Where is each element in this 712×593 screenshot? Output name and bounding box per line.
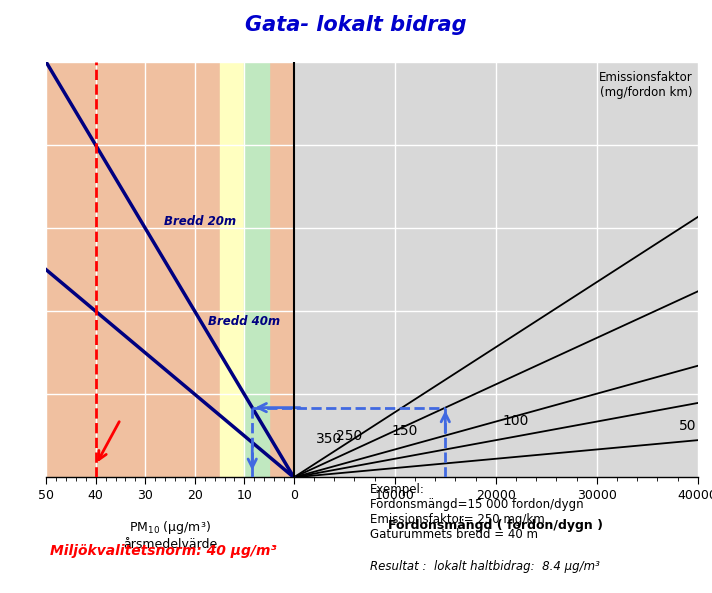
Text: Fordonsmängd ( fordon/dygn ): Fordonsmängd ( fordon/dygn ) xyxy=(388,519,603,532)
Text: Resultat :  lokalt haltbidrag:  8.4 μg/m³: Resultat : lokalt haltbidrag: 8.4 μg/m³ xyxy=(370,560,600,573)
Text: 100: 100 xyxy=(503,414,529,428)
Bar xyxy=(244,62,269,477)
Text: 150: 150 xyxy=(392,425,418,438)
Text: 250: 250 xyxy=(336,429,362,444)
Text: 350: 350 xyxy=(316,432,342,447)
Text: Exempel:
Fordonsmängd=15 000 fordon/dygn
Emissionsfaktor= 250 mg/km
Gaturummets : Exempel: Fordonsmängd=15 000 fordon/dygn… xyxy=(370,483,584,541)
Text: Bredd 20m: Bredd 20m xyxy=(164,215,236,228)
Text: PM$_{10}$ (μg/m³)
årsmedelvärde: PM$_{10}$ (μg/m³) årsmedelvärde xyxy=(123,519,217,551)
Text: Bredd 40m: Bredd 40m xyxy=(209,315,281,328)
Text: Emissionsfaktor
(mg/fordon km): Emissionsfaktor (mg/fordon km) xyxy=(599,71,693,98)
Bar xyxy=(294,62,698,477)
Text: 50: 50 xyxy=(679,419,696,433)
Bar xyxy=(46,62,294,477)
Text: Miljökvalitetsnorm: 40 μg/m³: Miljökvalitetsnorm: 40 μg/m³ xyxy=(50,544,276,559)
Bar xyxy=(219,62,244,477)
Text: Gata- lokalt bidrag: Gata- lokalt bidrag xyxy=(245,15,467,35)
